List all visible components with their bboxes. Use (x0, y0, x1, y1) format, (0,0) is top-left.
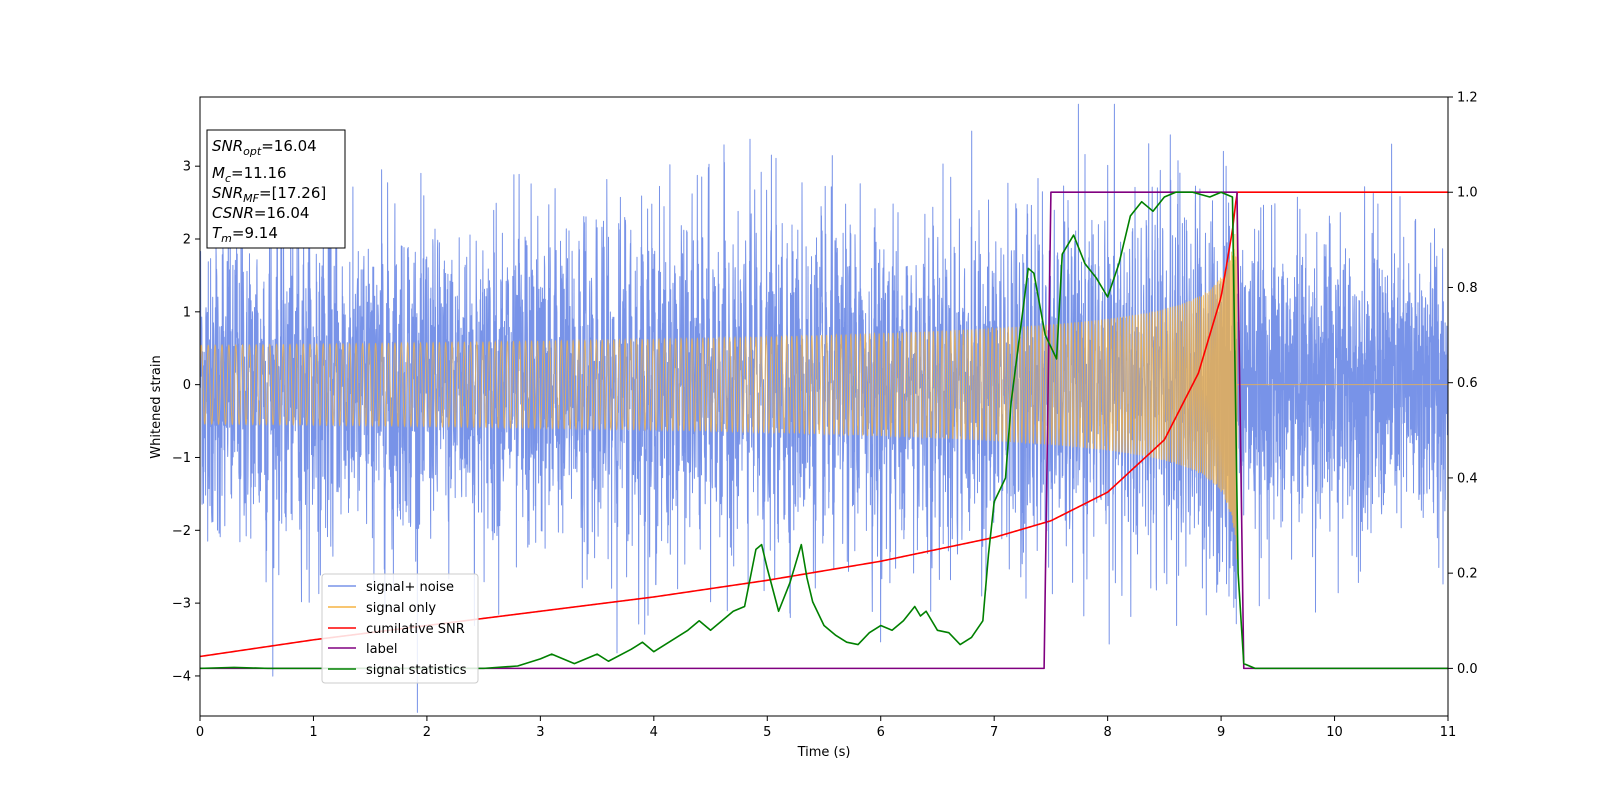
y-tick-label-left: −3 (172, 597, 191, 612)
y-tick-label-left: −1 (172, 451, 191, 466)
y-tick-label-left: 3 (183, 160, 191, 175)
y-tick-label-right: 0.4 (1457, 471, 1478, 486)
annotation-tm: Tm=9.14 (212, 224, 278, 245)
x-tick-label: 1 (309, 725, 317, 740)
x-tick-label: 9 (1217, 725, 1225, 740)
y-tick-label-left: −4 (172, 669, 191, 684)
x-tick-label: 8 (1103, 725, 1111, 740)
plot-frame (199, 96, 1449, 717)
annotation-box: SNRopt=16.04 Mc=11.16 SNRMF=[17.26] CSNR… (206, 129, 346, 249)
legend-label-label: label (366, 642, 397, 657)
y-tick-label-right: 1.0 (1457, 186, 1478, 201)
x-tick-label: 5 (763, 725, 771, 740)
legend-label-cumulative-snr: cumilative SNR (366, 622, 465, 637)
x-axis-label: Time (s) (797, 745, 851, 760)
legend-label-signal-noise: signal+ noise (366, 580, 454, 595)
y-axis-label: Whitened strain (149, 355, 164, 458)
y-tick-label-left: 1 (183, 305, 191, 320)
series-signal-statistics (200, 191, 1448, 670)
x-tick-label: 3 (536, 725, 544, 740)
y-tick-label-left: 2 (183, 233, 191, 248)
x-tick-label: 4 (650, 725, 658, 740)
x-tick-label: 7 (990, 725, 998, 740)
annotation-snr-opt: SNRopt=16.04 (212, 137, 317, 158)
y-tick-label-left: 0 (183, 378, 191, 393)
legend-label-signal-statistics: signal statistics (366, 663, 467, 678)
y-tick-label-right: 0.8 (1457, 281, 1478, 296)
x-tick-label: 10 (1326, 725, 1343, 740)
annotation-csnr: CSNR=16.04 (212, 204, 309, 222)
y-tick-label-left: −2 (172, 524, 191, 539)
x-tick-label: 0 (196, 725, 204, 740)
annotation-mc: Mc=11.16 (212, 164, 287, 185)
y-tick-label-right: 1.2 (1457, 91, 1478, 106)
x-tick-label: 11 (1440, 725, 1457, 740)
x-tick-label: 6 (877, 725, 885, 740)
x-tick-label: 2 (423, 725, 431, 740)
x-axis: 0 1 2 3 4 5 6 7 8 9 10 11 (196, 716, 1456, 740)
annotation-snr-mf: SNRMF=[17.26] (212, 184, 326, 205)
y-tick-label-right: 0.0 (1457, 662, 1478, 677)
y-axis-right: 0.0 0.2 0.4 0.6 0.8 1.0 1.2 (1448, 91, 1478, 677)
y-axis-left: −4 −3 −2 −1 0 1 2 3 (172, 160, 200, 684)
legend-label-signal-only: signal only (366, 601, 436, 616)
legend: signal+ noise signal only cumilative SNR… (321, 573, 479, 684)
y-tick-label-right: 0.2 (1457, 567, 1478, 582)
y-tick-label-right: 0.6 (1457, 376, 1478, 391)
